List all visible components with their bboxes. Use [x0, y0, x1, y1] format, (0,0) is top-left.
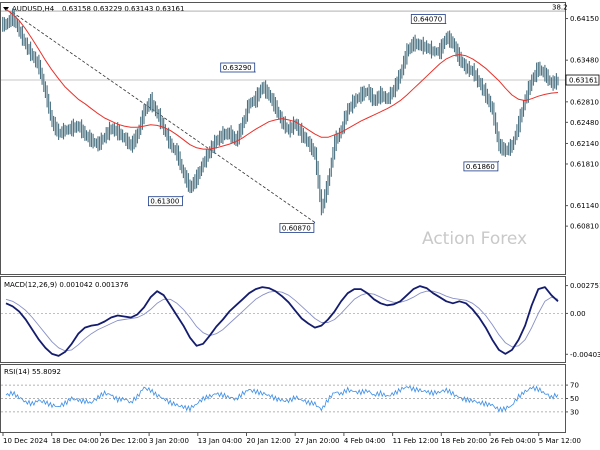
rsi-line — [5, 385, 559, 413]
price-axis-label: 0.63480 — [570, 57, 599, 65]
price-annotation-label: 0.64070 — [413, 16, 442, 24]
price-annotation-label: 0.63290 — [223, 64, 252, 72]
rsi-axis-label: 30 — [570, 408, 579, 416]
x-axis-label: 3 Jan 20:00 — [149, 437, 189, 445]
x-axis-label: 5 Mar 12:00 — [539, 437, 581, 445]
current-price-box — [565, 74, 600, 86]
price-axis-label: 0.62480 — [570, 119, 599, 127]
dropdown-triangle-icon[interactable] — [3, 7, 9, 11]
price-axis-label: 0.62810 — [570, 98, 599, 106]
macd-axis-label: 0.00 — [570, 310, 586, 318]
price-annotation-box — [410, 14, 446, 24]
macd-line — [5, 285, 559, 357]
x-axis-label: 26 Feb 04:00 — [490, 437, 536, 445]
watermark: Action Forex — [422, 229, 527, 249]
price-axis-label: 0.60810 — [570, 223, 599, 231]
price-annotation-label: 0.61300 — [150, 198, 179, 206]
x-axis-label: 18 Dec 04:00 — [52, 437, 99, 445]
price-panel-frame — [0, 2, 566, 275]
macd-label: MACD(12,26,9) 0.001042 0.001376 — [4, 281, 129, 289]
x-axis-label: 27 Jan 20:00 — [295, 437, 339, 445]
price-annotation-leader — [497, 160, 500, 163]
rsi-axis-label: 50 — [570, 395, 579, 403]
macd-signal-line — [5, 290, 559, 352]
x-axis-label: 26 Dec 12:00 — [100, 437, 147, 445]
price-annotation-box — [147, 196, 183, 207]
price-annotation-label: 0.61860 — [466, 163, 495, 171]
x-axis-label: 10 Dec 2024 — [3, 437, 48, 445]
price-annotation-leader — [182, 195, 184, 197]
x-axis-label: 13 Jan 04:00 — [198, 437, 242, 445]
macd-axis-label: -0.004038 — [570, 351, 600, 359]
price-annotation-box — [463, 161, 499, 172]
macd-axis-label: 0.002751 — [570, 282, 600, 290]
macd-plot: 0.002751 0.00 -0.004038 — [1, 282, 600, 359]
symbol-label: AUDUSD,H4 — [12, 5, 55, 13]
trendline — [12, 11, 316, 223]
price-annotation-box — [279, 222, 315, 233]
price-annotation-leader — [313, 222, 316, 224]
rsi-label: RSI(14) 55.8092 — [4, 368, 61, 376]
current-price-label: 0.63161 — [569, 77, 598, 85]
x-axis: 10 Dec 2024 18 Dec 04:00 26 Dec 12:00 3 Jan… — [2, 433, 581, 445]
price-plot: 0.64150 0.63480 0.62810 0.62480 0.62140 0.618… — [1, 4, 600, 233]
price-annotation-box — [220, 62, 256, 73]
moving-average-line — [5, 8, 559, 150]
price-annotation-label: 0.60870 — [282, 224, 311, 232]
price-axis-label: 0.62140 — [570, 140, 599, 148]
price-axis-label: 0.61140 — [570, 202, 599, 210]
macd-panel-frame — [0, 276, 566, 363]
price-axis-label: 0.61810 — [570, 160, 599, 168]
fib-level-label: 38.2 — [552, 4, 568, 12]
x-axis-label: 11 Feb 12:00 — [393, 437, 439, 445]
x-axis-label: 18 Feb 20:00 — [441, 437, 487, 445]
price-axis-label: 0.64150 — [570, 15, 599, 23]
x-axis-label: 4 Feb 04:00 — [344, 437, 385, 445]
rsi-axis-label: 70 — [570, 382, 579, 390]
ohlc-label: 0.63158 0.63229 0.63143 0.63161 — [62, 5, 184, 13]
x-axis-label: 20 Jan 12:00 — [247, 437, 291, 445]
rsi-plot: 70 50 30 — [1, 382, 579, 416]
header: AUDUSD,H4 0.63158 0.63229 0.63143 0.6316… — [3, 5, 184, 13]
